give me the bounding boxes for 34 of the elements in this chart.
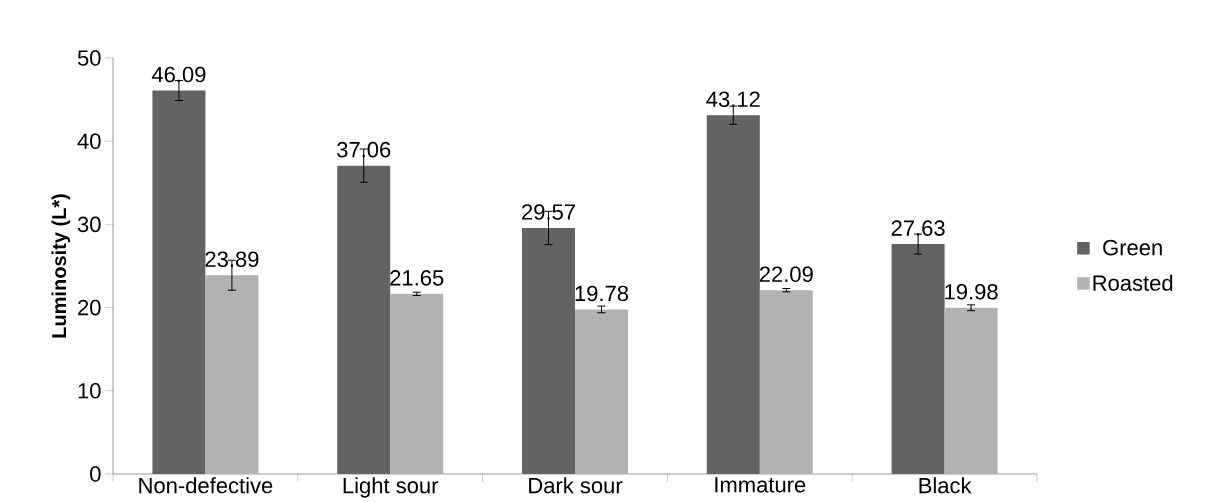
- legend-label: Roasted: [1093, 274, 1173, 291]
- bar: [337, 165, 391, 474]
- data-label: 21.65: [390, 270, 444, 286]
- y-tick-label: 50: [77, 50, 101, 66]
- x-tick-label: Dark sour: [529, 477, 623, 494]
- data-label: 23.89: [205, 251, 259, 268]
- data-label: 22.09: [759, 266, 813, 283]
- bar: [205, 275, 259, 474]
- x-tick-label: Black: [919, 477, 972, 494]
- y-tick-label: 0: [90, 466, 101, 482]
- x-tick-label: Non-defective: [139, 477, 273, 494]
- data-label: 19.78: [575, 285, 629, 302]
- bar: [390, 293, 444, 474]
- bar: [152, 90, 206, 474]
- data-label: 37.06: [337, 141, 391, 158]
- bar: [891, 244, 945, 474]
- data-label: 46.09: [151, 66, 206, 83]
- y-tick-label: 40: [77, 133, 101, 149]
- data-label: 19.98: [945, 283, 998, 300]
- x-tick-label: Light sour: [343, 477, 439, 498]
- y-tick-label: 10: [78, 382, 101, 399]
- y-tick-label: 30: [77, 216, 101, 233]
- data-label: 43.12: [706, 91, 760, 108]
- data-label: 27.63: [891, 220, 945, 236]
- x-tick-label: Immature: [715, 477, 806, 493]
- data-label: 29.57: [522, 204, 575, 220]
- bar: [575, 309, 629, 474]
- bar: [706, 115, 760, 474]
- bar: [944, 307, 998, 474]
- y-tick-label: 20: [78, 299, 101, 316]
- legend-label: Green: [1103, 239, 1162, 256]
- y-axis-title: Luminosity (L*): [51, 194, 71, 338]
- bar: [759, 290, 813, 474]
- bar: [522, 227, 576, 474]
